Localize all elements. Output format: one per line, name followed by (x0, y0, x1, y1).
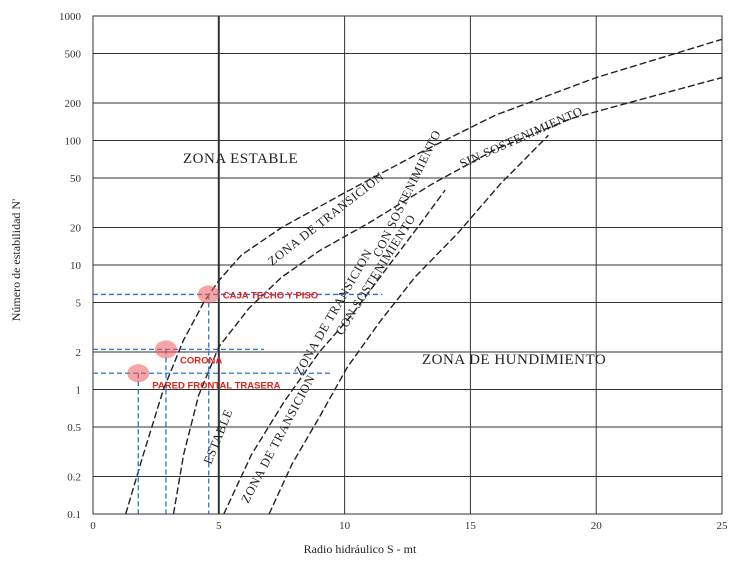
x-tick-label: 5 (216, 520, 222, 532)
zone-estable-label: ZONA ESTABLE (183, 151, 298, 167)
x-axis-title: Radio hidráulico S - mt (304, 542, 417, 556)
tick-labels: 0 5 10 15 20 250.10.20.5125102050100200500100… (59, 11, 728, 532)
curve-label-con-sostenimiento-a: CON SOSTENIMIENTO (370, 128, 444, 260)
y-tick-label: 20 (70, 223, 82, 235)
y-tick-label: 1000 (59, 11, 82, 23)
y-tick-label: 5 (76, 297, 82, 309)
y-tick-label: 0.1 (67, 509, 81, 521)
curve-label-con-sostenimiento-b: CON SOSTENIMIENTO (333, 212, 419, 338)
point-label: PARED FRONTAL TRASERA (152, 380, 280, 391)
y-tick-label: 200 (65, 98, 82, 110)
zone-hundimiento-label: ZONA DE HUNDIMIENTO (422, 352, 606, 368)
y-tick-label: 2 (76, 347, 82, 359)
boundary-curve (125, 38, 723, 515)
y-tick-label: 0.2 (67, 472, 81, 484)
y-axis-title: Número de estabilidad N' (9, 199, 23, 321)
boundary-curves (125, 38, 723, 515)
boundary-curve (268, 134, 549, 515)
grid (92, 15, 723, 515)
point-marker (127, 364, 150, 383)
boundary-curve (223, 189, 446, 515)
point-marker (154, 340, 177, 359)
y-tick-label: 50 (70, 173, 82, 185)
x-tick-label: 10 (339, 520, 351, 532)
x-tick-label: 25 (717, 520, 729, 532)
y-tick-label: 500 (65, 48, 82, 60)
x-tick-label: 15 (465, 520, 477, 532)
point-label: CORONA (180, 355, 222, 366)
point-label: CAJA TECHO Y PISO (223, 290, 318, 301)
point-marker (197, 285, 220, 304)
curve-label-sin-sostenimiento: SIN SOSTENIMIENTO (458, 104, 585, 171)
y-tick-label: 1 (76, 385, 82, 397)
boundary-curve (172, 76, 723, 515)
curve-label-transicion-mid: ZONA DE TRANSICION (291, 246, 375, 377)
zone-labels: ZONA ESTABLE ZONA DE HUNDIMIENTO SIN SOSTE… (183, 104, 606, 506)
x-tick-label: 20 (591, 520, 603, 532)
y-tick-label: 100 (65, 136, 82, 148)
y-tick-label: 0.5 (67, 422, 81, 434)
y-tick-label: 10 (70, 260, 82, 272)
guide-lines (93, 293, 383, 514)
data-points: CAJA TECHO Y PISO CORONA PARED FRONTAL TRA… (127, 285, 318, 391)
x-tick-label: 0 (90, 520, 96, 532)
